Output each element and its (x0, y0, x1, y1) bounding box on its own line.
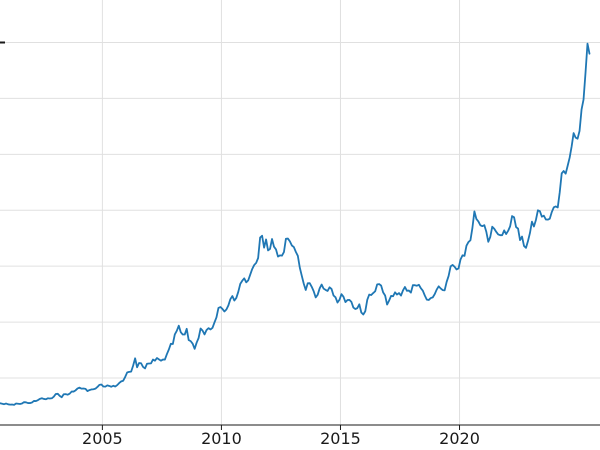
x-tick-label: 2020 (439, 429, 480, 448)
price-line (0, 42, 591, 406)
x-tick-label: 2005 (82, 429, 123, 448)
x-tick-label: 2010 (201, 429, 242, 448)
x-tick-label: 2015 (320, 429, 361, 448)
